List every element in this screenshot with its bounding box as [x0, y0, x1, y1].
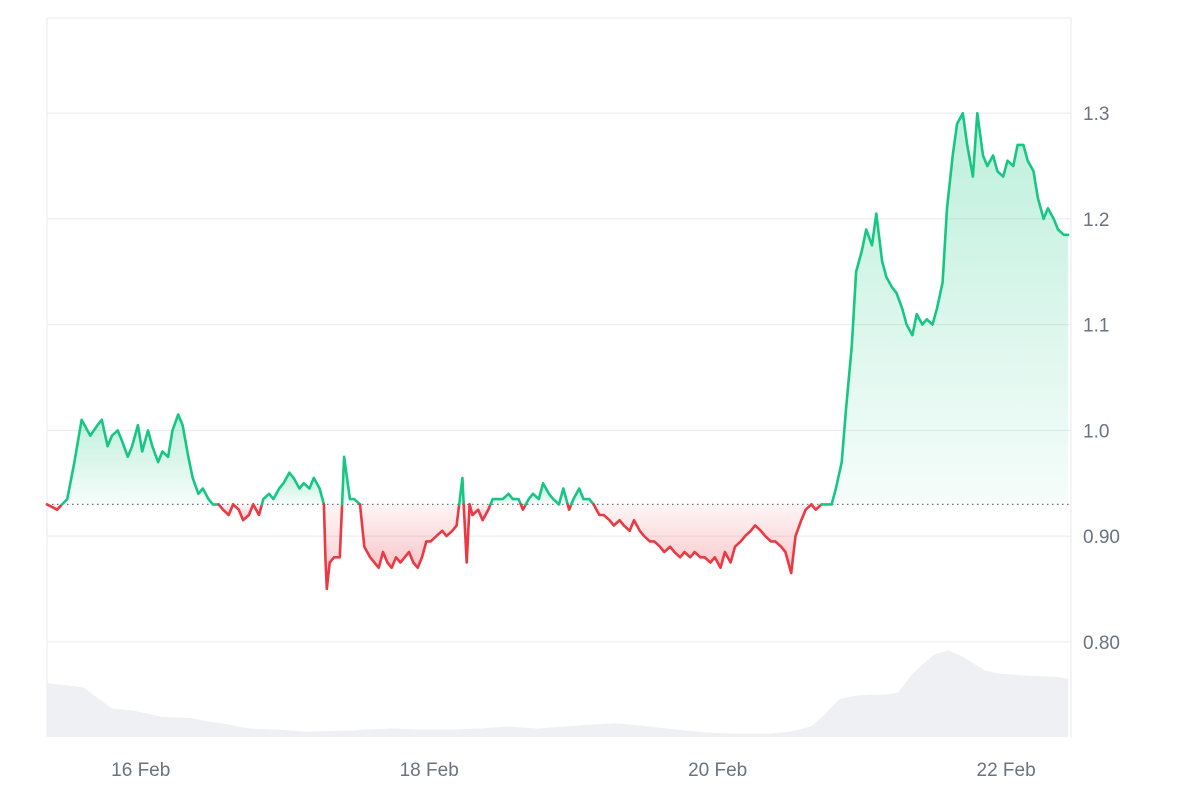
line-below-11 [358, 503, 461, 570]
line-above-10 [340, 455, 362, 506]
fill-above-20 [571, 488, 594, 505]
line-below-19 [566, 503, 573, 511]
fill-above-16 [490, 493, 521, 505]
y-tick-label: 0.90 [1083, 527, 1120, 548]
line-above-20 [570, 487, 595, 506]
fill-above-2 [62, 414, 219, 505]
volume-area [47, 650, 1069, 737]
line-above-24 [820, 111, 1070, 506]
line-above-16 [489, 492, 523, 506]
y-axis-ticks: 0.80 0.90 1.0 1.1 1.2 1.3 [1083, 104, 1120, 654]
fill-above-18 [525, 483, 568, 505]
line-below-5 [231, 503, 255, 522]
price-line [45, 111, 1070, 591]
fill-above-24 [821, 113, 1069, 505]
line-below-21 [592, 503, 813, 575]
fill-below-21 [593, 504, 812, 574]
price-fill [47, 113, 1069, 589]
line-above-2 [60, 413, 220, 506]
line-below-3 [217, 503, 235, 517]
line-below-1 [45, 503, 64, 511]
y-tick-label: 1.1 [1083, 316, 1109, 337]
y-tick-label: 0.80 [1083, 633, 1120, 654]
grid [46, 17, 1072, 737]
volume-area-shape [47, 650, 1069, 737]
line-below-15 [468, 503, 492, 522]
line-below-13 [462, 503, 471, 564]
line-above-12 [457, 476, 465, 506]
line-below-17 [519, 503, 528, 511]
x-tick-label: 18 Feb [400, 760, 459, 781]
fill-above-8 [261, 472, 324, 505]
line-above-8 [260, 471, 326, 506]
line-above-18 [524, 481, 569, 506]
y-tick-label: 1.3 [1083, 104, 1109, 125]
line-below-9 [322, 503, 344, 591]
x-tick-label: 22 Feb [977, 760, 1036, 781]
line-below-7 [251, 503, 264, 517]
y-tick-label: 1.0 [1083, 421, 1109, 442]
fill-below-11 [360, 504, 460, 568]
x-tick-label: 20 Feb [688, 760, 747, 781]
line-below-23 [810, 503, 823, 511]
y-tick-label: 1.2 [1083, 210, 1109, 231]
x-tick-label: 16 Feb [111, 760, 170, 781]
x-axis-ticks: 16 Feb 18 Feb 20 Feb 22 Feb [111, 760, 1036, 781]
fill-above-10 [342, 456, 360, 505]
